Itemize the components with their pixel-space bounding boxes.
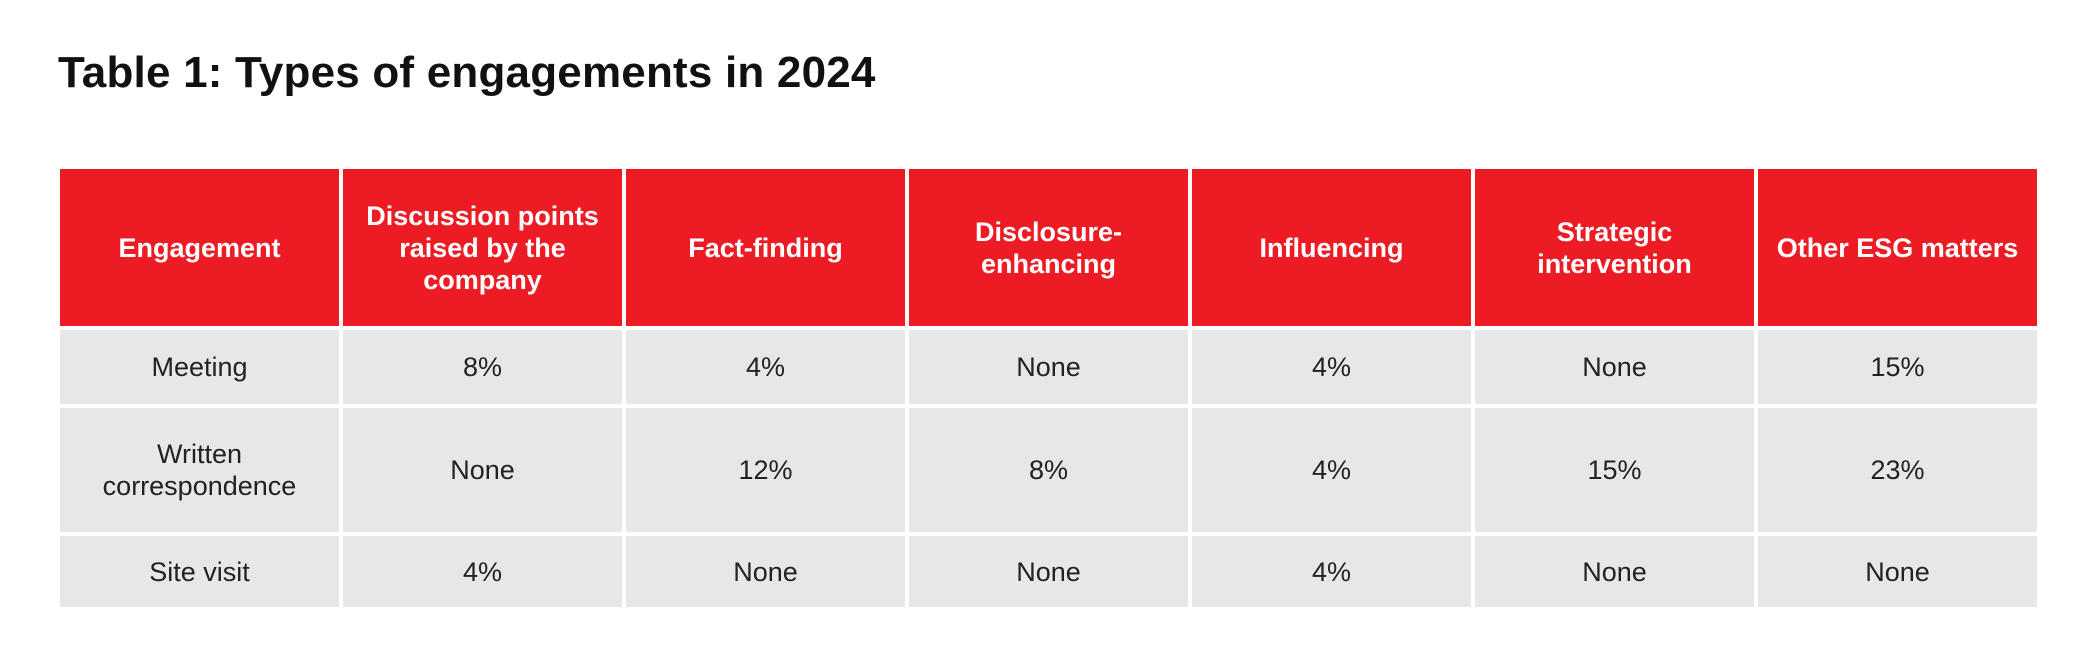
table-cell: None: [1758, 536, 2037, 607]
header-influencing: Influencing: [1192, 169, 1471, 326]
table-cell: 15%: [1475, 408, 1754, 532]
row-label: Written correspondence: [60, 408, 339, 532]
header-fact-finding: Fact-finding: [626, 169, 905, 326]
header-discussion-points: Discussion points raised by the company: [343, 169, 622, 326]
table-cell: None: [343, 408, 622, 532]
table-row: Written correspondence None 12% 8% 4% 15…: [60, 408, 2037, 532]
table-row: Site visit 4% None None 4% None None: [60, 536, 2037, 607]
table-title: Table 1: Types of engagements in 2024: [58, 48, 876, 97]
table-cell: 4%: [1192, 536, 1471, 607]
table-cell: 15%: [1758, 330, 2037, 404]
table-cell: 8%: [343, 330, 622, 404]
row-label: Meeting: [60, 330, 339, 404]
table-cell: 4%: [1192, 408, 1471, 532]
table-cell: 4%: [1192, 330, 1471, 404]
table-cell: 8%: [909, 408, 1188, 532]
table-cell: 4%: [343, 536, 622, 607]
engagements-table: Engagement Discussion points raised by t…: [56, 165, 2041, 611]
table-cell: None: [909, 330, 1188, 404]
table-cell: None: [1475, 330, 1754, 404]
row-label: Site visit: [60, 536, 339, 607]
table-row: Meeting 8% 4% None 4% None 15%: [60, 330, 2037, 404]
table-cell: None: [626, 536, 905, 607]
table-header-row: Engagement Discussion points raised by t…: [60, 169, 2037, 326]
table-cell: None: [1475, 536, 1754, 607]
table-cell: 23%: [1758, 408, 2037, 532]
table-cell: 4%: [626, 330, 905, 404]
header-disclosure-enhancing: Disclosure-enhancing: [909, 169, 1188, 326]
table-cell: 12%: [626, 408, 905, 532]
header-other-esg-matters: Other ESG matters: [1758, 169, 2037, 326]
header-strategic-intervention: Strategic intervention: [1475, 169, 1754, 326]
header-engagement: Engagement: [60, 169, 339, 326]
table-cell: None: [909, 536, 1188, 607]
